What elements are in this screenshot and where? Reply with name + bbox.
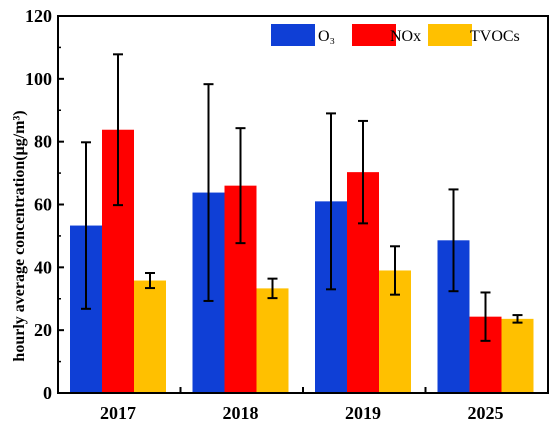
bar-tvocs-2018 (256, 288, 289, 393)
legend-swatch (428, 24, 472, 46)
plot-area: 0 20 40 60 80 100 120 2017 2018 2019 2025 (25, 6, 549, 423)
legend-label: TVOCs (470, 28, 520, 45)
x-tick-label: 2019 (345, 403, 381, 423)
legend-label: NOx (390, 28, 421, 45)
y-tick-label: 0 (43, 383, 52, 403)
y-tick-label: 40 (34, 257, 52, 277)
y-tick-label: 80 (34, 132, 52, 152)
legend-swatch (352, 24, 396, 46)
x-tick-label: 2025 (468, 403, 504, 423)
bar-tvocs-2017 (134, 280, 166, 393)
y-tick-label: 100 (25, 69, 52, 89)
legend: O₃ NOx TVOCs (271, 24, 520, 46)
legend-swatch (271, 24, 315, 46)
legend-label: O₃ (318, 28, 335, 45)
x-tick-label: 2017 (100, 403, 136, 423)
y-tick-label: 60 (34, 195, 52, 215)
bar-tvocs-2025 (501, 318, 534, 393)
y-tick-label: 120 (25, 6, 52, 26)
x-tick-label: 2018 (223, 403, 259, 423)
y-tick-label: 20 (34, 320, 52, 340)
y-axis-title: hourly average concentration(μg/m³) (11, 110, 28, 361)
